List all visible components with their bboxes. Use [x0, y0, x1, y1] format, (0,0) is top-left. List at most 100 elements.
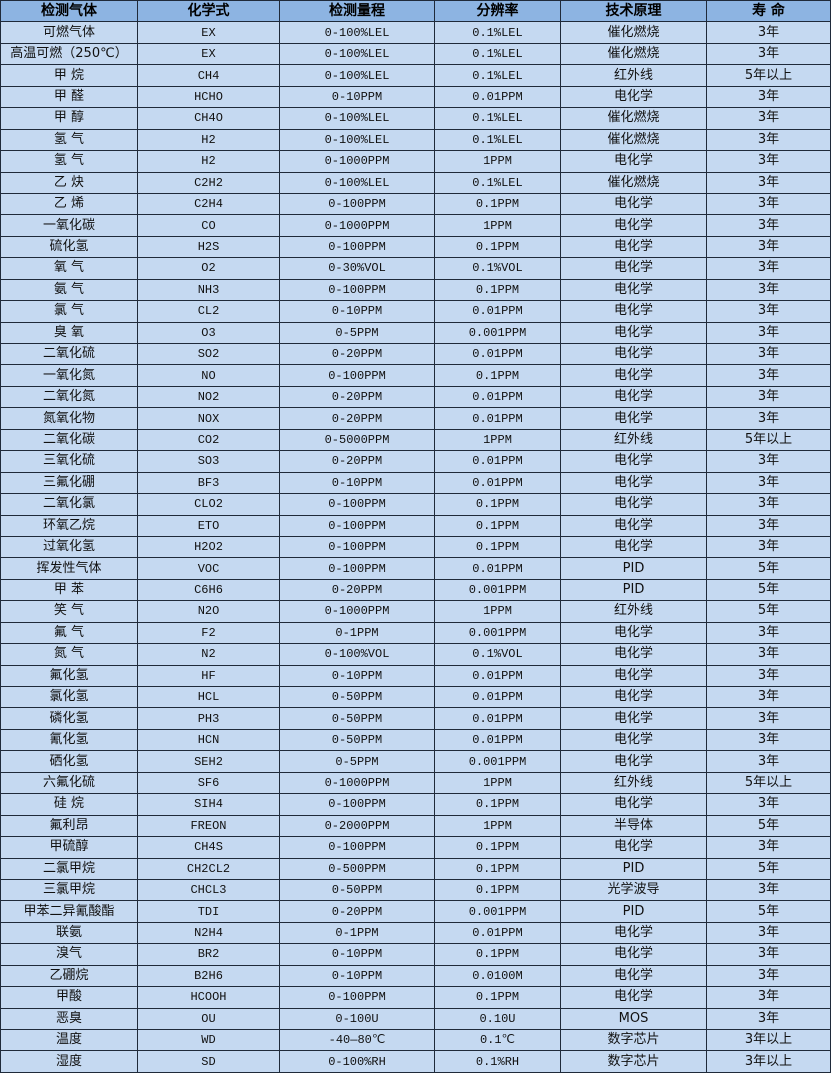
table-row: 甲 醛 HCHO 0-10PPM 0.01PPM 电化学 3年 — [0, 85, 831, 109]
cell-formula: C2H4 — [137, 192, 280, 216]
cell-lifespan: 3年 — [706, 878, 831, 902]
cell-formula: VOC — [137, 557, 280, 580]
cell-formula: BF3 — [137, 471, 280, 495]
table-row: 二氯甲烷 CH2CL2 0-500PPM 0.1PPM PID 5年 — [0, 857, 831, 880]
cell-formula: O3 — [137, 321, 280, 345]
cell-gas: 一氧化碳 — [0, 214, 138, 237]
cell-lifespan: 5年 — [706, 600, 831, 623]
cell-lifespan: 3年 — [706, 921, 831, 945]
cell-range: 0-2000PPM — [279, 814, 435, 838]
cell-formula: EX — [137, 42, 280, 66]
table-row: 硅 烷 SIH4 0-100PPM 0.1PPM 电化学 3年 — [0, 793, 831, 816]
table-row: 三氟化硼 BF3 0-10PPM 0.01PPM 电化学 3年 — [0, 471, 831, 495]
cell-formula: C6H6 — [137, 578, 280, 602]
table-row: 二氧化碳 CO2 0-5000PPM 1PPM 红外线 5年以上 — [0, 428, 831, 452]
cell-formula: HF — [137, 664, 280, 688]
cell-lifespan: 3年 — [706, 707, 831, 730]
cell-gas: 氢 气 — [0, 150, 138, 173]
cell-gas: 氟化氢 — [0, 664, 138, 688]
cell-principle: 电化学 — [560, 707, 707, 730]
cell-principle: 光学波导 — [560, 878, 707, 902]
cell-formula: FREON — [137, 814, 280, 838]
cell-resolution: 0.1%LEL — [434, 64, 561, 87]
cell-gas: 恶臭 — [0, 1007, 138, 1031]
cell-range: 0-100PPM — [279, 514, 435, 537]
cell-lifespan: 3年 — [706, 1007, 831, 1031]
cell-resolution: 0.01PPM — [434, 728, 561, 752]
table-row: 甲硫醇 CH4S 0-100PPM 0.1PPM 电化学 3年 — [0, 836, 831, 859]
cell-resolution: 0.1PPM — [434, 514, 561, 537]
cell-principle: 电化学 — [560, 192, 707, 216]
cell-resolution: 0.0100M — [434, 964, 561, 988]
cell-gas: 氨 气 — [0, 278, 138, 302]
cell-range: 0-20PPM — [279, 450, 435, 473]
cell-gas: 氮 气 — [0, 643, 138, 666]
cell-formula: PH3 — [137, 707, 280, 730]
header-lifespan: 寿 命 — [706, 0, 831, 23]
cell-gas: 甲苯二异氰酸酯 — [0, 900, 138, 923]
cell-gas: 二氧化碳 — [0, 428, 138, 452]
cell-resolution: 1PPM — [434, 428, 561, 452]
cell-formula: CH4S — [137, 836, 280, 859]
table-row: 三氧化硫 SO3 0-20PPM 0.01PPM 电化学 3年 — [0, 450, 831, 473]
cell-lifespan: 3年 — [706, 235, 831, 259]
cell-range: 0-5PPM — [279, 321, 435, 345]
cell-range: 0-10PPM — [279, 300, 435, 323]
cell-resolution: 0.01PPM — [434, 557, 561, 580]
table-row: 湿度 SD 0-100%RH 0.1%RH 数字芯片 3年以上 — [0, 1050, 831, 1073]
cell-gas: 可燃气体 — [0, 21, 138, 44]
cell-resolution: 0.1PPM — [434, 943, 561, 966]
cell-principle: 数字芯片 — [560, 1028, 707, 1052]
cell-lifespan: 5年以上 — [706, 428, 831, 452]
cell-principle: 电化学 — [560, 685, 707, 709]
cell-lifespan: 3年 — [706, 535, 831, 559]
table-row: 过氧化氢 H2O2 0-100PPM 0.1PPM 电化学 3年 — [0, 535, 831, 559]
cell-lifespan: 3年 — [706, 192, 831, 216]
cell-gas: 挥发性气体 — [0, 557, 138, 580]
cell-principle: 电化学 — [560, 943, 707, 966]
cell-range: 0-1000PPM — [279, 600, 435, 623]
cell-gas: 高温可燃（250℃） — [0, 42, 138, 66]
table-row: 甲 醇 CH4O 0-100%LEL 0.1%LEL 催化燃烧 3年 — [0, 107, 831, 130]
cell-principle: 电化学 — [560, 385, 707, 409]
cell-range: 0-50PPM — [279, 728, 435, 752]
cell-gas: 过氧化氢 — [0, 535, 138, 559]
cell-gas: 甲酸 — [0, 986, 138, 1009]
cell-gas: 氯 气 — [0, 300, 138, 323]
cell-resolution: 0.01PPM — [434, 450, 561, 473]
cell-lifespan: 3年 — [706, 943, 831, 966]
cell-resolution: 0.01PPM — [434, 85, 561, 109]
table-row: 氮氧化物 NOX 0-20PPM 0.01PPM 电化学 3年 — [0, 407, 831, 430]
table-row: 硒化氢 SEH2 0-5PPM 0.001PPM 电化学 3年 — [0, 750, 831, 773]
cell-resolution: 0.1PPM — [434, 535, 561, 559]
cell-principle: 电化学 — [560, 514, 707, 537]
cell-formula: CO — [137, 214, 280, 237]
cell-principle: 电化学 — [560, 300, 707, 323]
cell-formula: SO2 — [137, 342, 280, 366]
cell-resolution: 0.1%RH — [434, 1050, 561, 1073]
cell-resolution: 0.1PPM — [434, 857, 561, 880]
header-row: 检测气体 化学式 检测量程 分辨率 技术原理 寿 命 — [0, 0, 831, 23]
cell-resolution: 0.1%VOL — [434, 643, 561, 666]
cell-range: 0-100PPM — [279, 192, 435, 216]
cell-formula: F2 — [137, 621, 280, 645]
cell-resolution: 0.01PPM — [434, 407, 561, 430]
cell-principle: PID — [560, 578, 707, 602]
cell-range: 0-20PPM — [279, 900, 435, 923]
table-row: 氨 气 NH3 0-100PPM 0.1PPM 电化学 3年 — [0, 278, 831, 302]
cell-formula: HCN — [137, 728, 280, 752]
cell-lifespan: 3年 — [706, 257, 831, 280]
header-range: 检测量程 — [279, 0, 435, 23]
cell-formula: HCHO — [137, 85, 280, 109]
cell-range: 0-1PPM — [279, 921, 435, 945]
cell-gas: 硫化氢 — [0, 235, 138, 259]
cell-formula: CLO2 — [137, 493, 280, 516]
cell-range: 0-100%LEL — [279, 64, 435, 87]
cell-formula: SO3 — [137, 450, 280, 473]
cell-principle: 电化学 — [560, 964, 707, 988]
cell-lifespan: 3年 — [706, 278, 831, 302]
table-row: 二氧化硫 SO2 0-20PPM 0.01PPM 电化学 3年 — [0, 342, 831, 366]
cell-formula: B2H6 — [137, 964, 280, 988]
cell-formula: H2S — [137, 235, 280, 259]
